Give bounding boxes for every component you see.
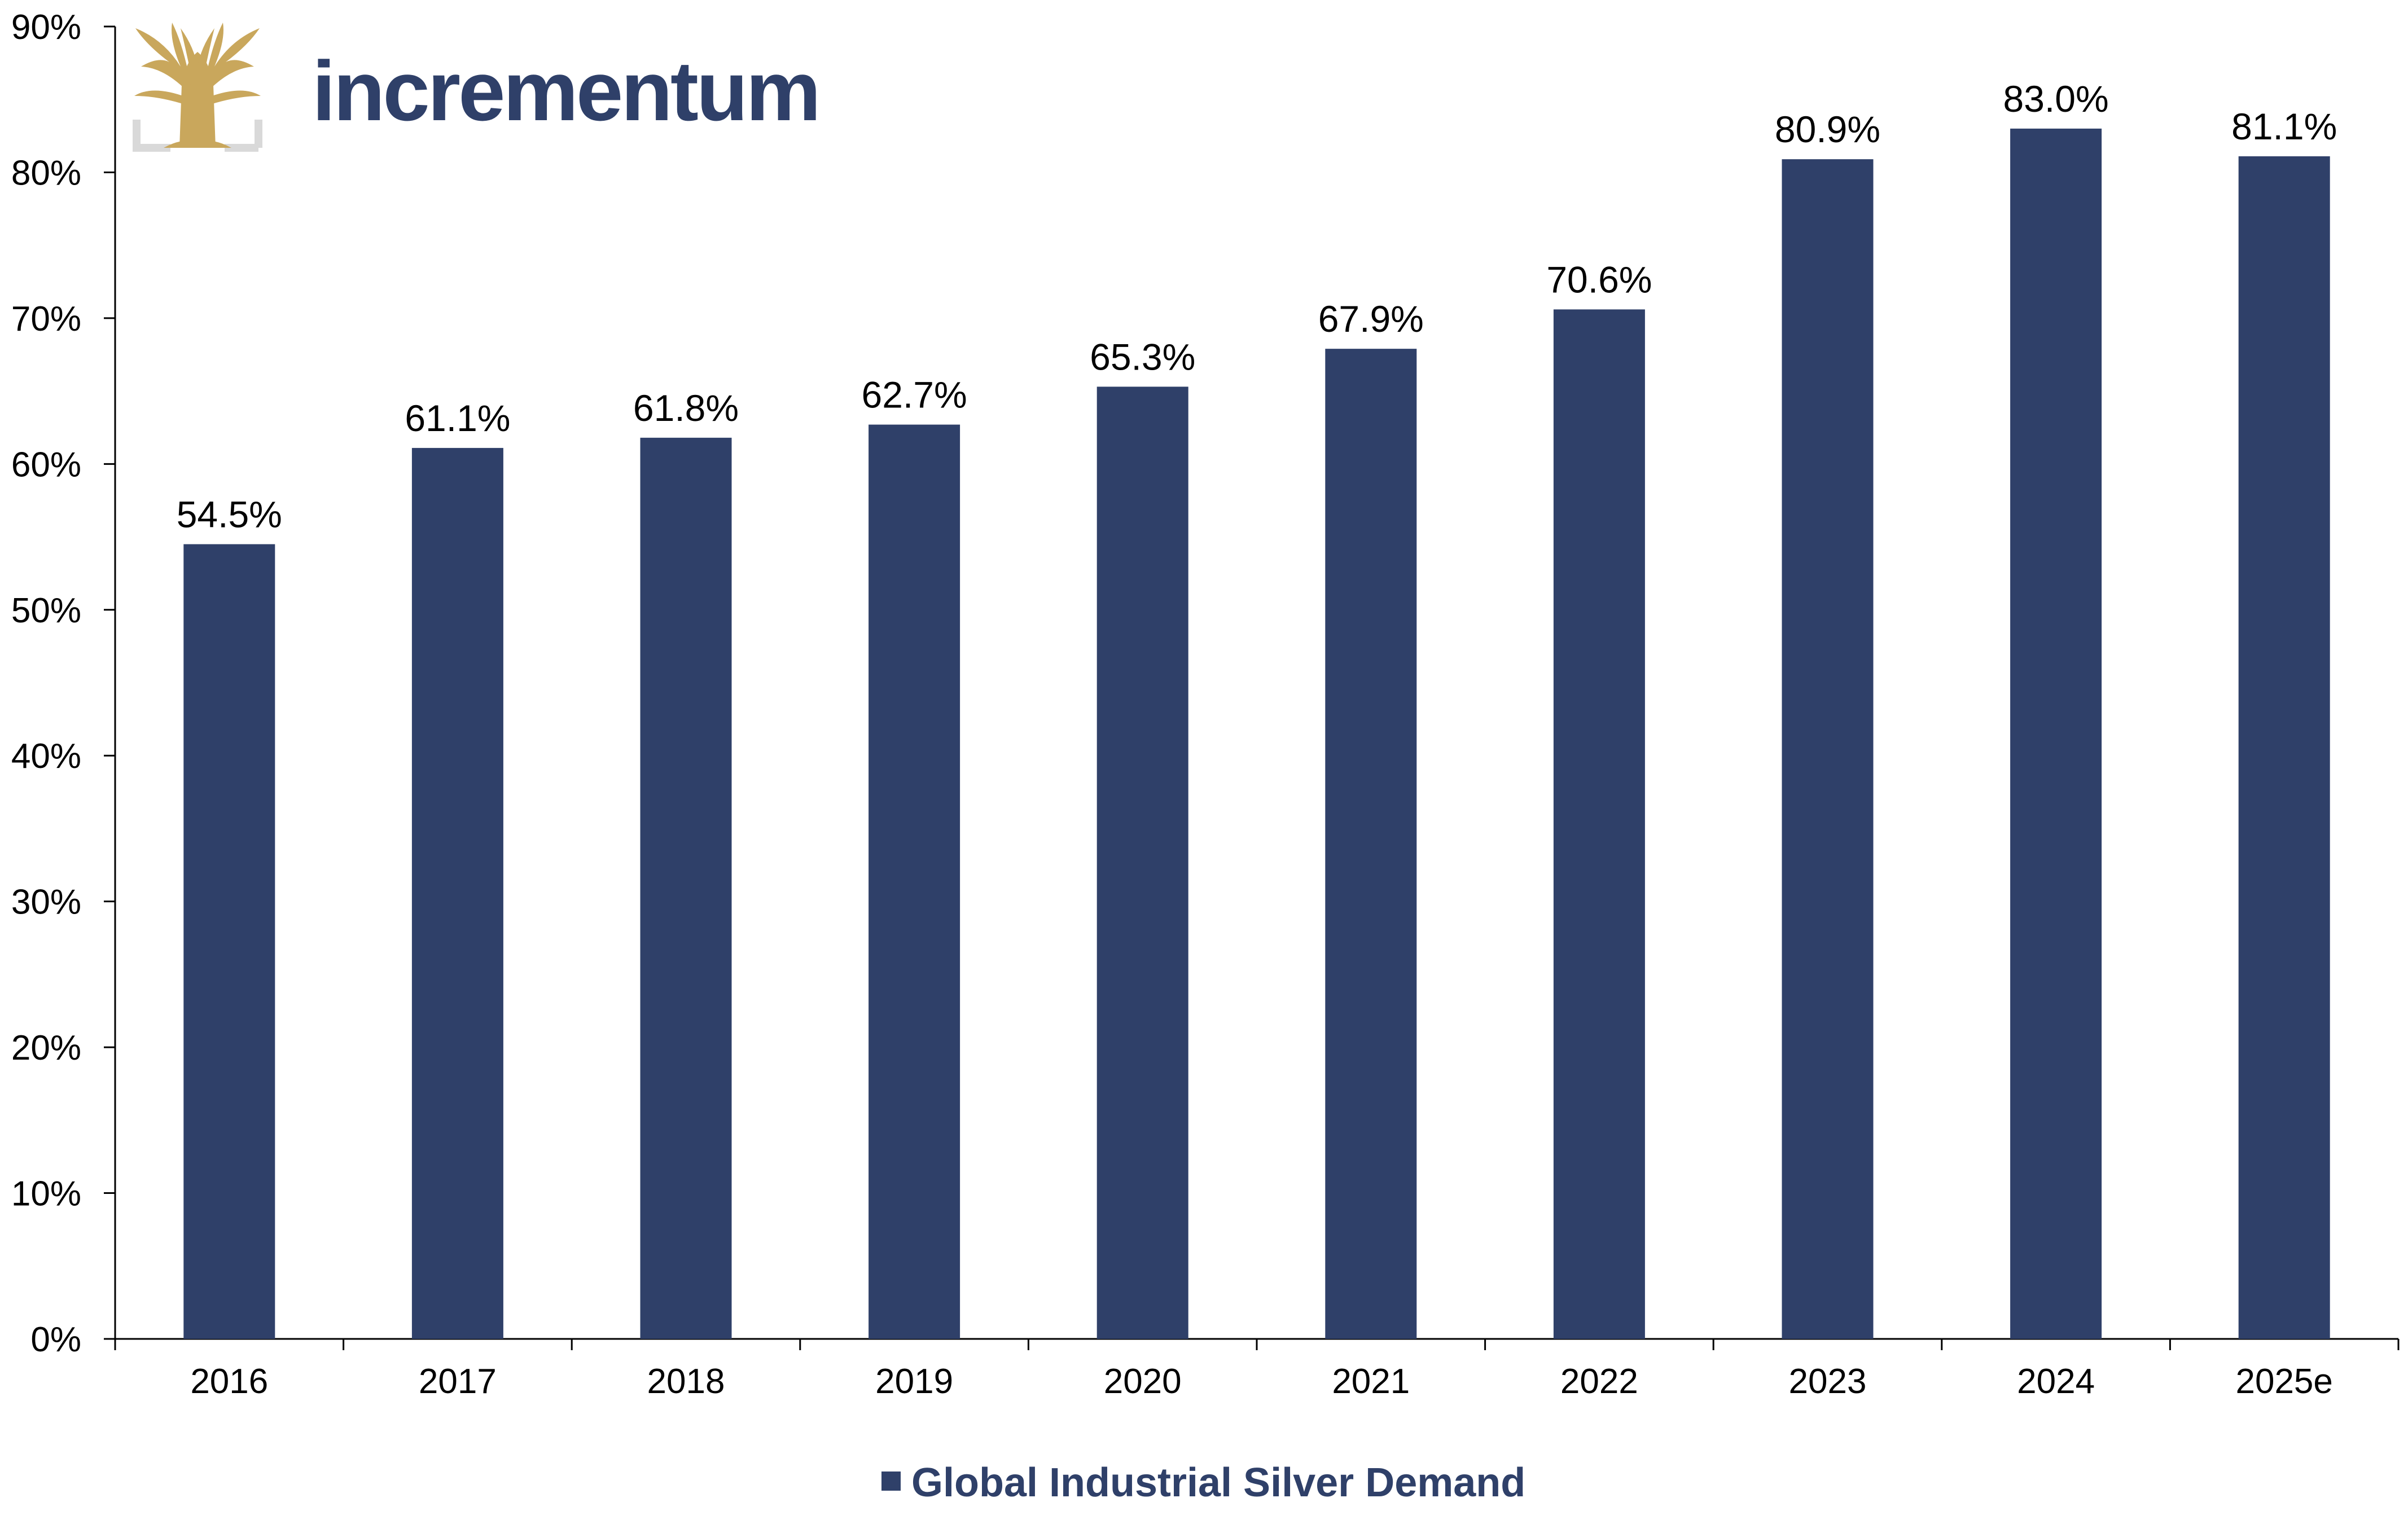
x-tick-label-2016: 2016 — [190, 1362, 268, 1401]
bar-series — [183, 128, 2330, 1339]
bar-2019 — [869, 424, 960, 1339]
legend-swatch — [881, 1471, 901, 1491]
data-label-2024: 83.0% — [2003, 78, 2109, 120]
bar-2024 — [2010, 128, 2102, 1339]
x-tick-labels: 2016 2017 2018 2019 2020 2021 2022 2023 2024 2025… — [190, 1362, 2333, 1401]
y-tick-label: 40% — [11, 737, 81, 776]
x-tick-label-2023: 2023 — [1789, 1362, 1867, 1401]
y-tick-label: 60% — [11, 445, 81, 484]
bar-2022 — [1553, 309, 1645, 1339]
x-tick-label-2024: 2024 — [2017, 1362, 2095, 1401]
bar-2021 — [1325, 349, 1417, 1339]
bar-2020 — [1096, 386, 1188, 1339]
y-tick-label: 20% — [11, 1029, 81, 1068]
logo-tree — [134, 23, 261, 148]
data-label-2018: 61.8% — [633, 387, 739, 429]
x-tick-label-2019: 2019 — [875, 1362, 953, 1401]
y-tick-label: 30% — [11, 883, 81, 922]
y-tick-label: 90% — [11, 8, 81, 47]
legend-label: Global Industrial Silver Demand — [911, 1460, 1525, 1505]
data-label-2021: 67.9% — [1318, 298, 1424, 340]
x-tick-label-2017: 2017 — [419, 1362, 497, 1401]
y-tick-label: 80% — [11, 153, 81, 192]
x-tick-label-2022: 2022 — [1560, 1362, 1638, 1401]
bar-2018 — [640, 437, 732, 1339]
y-axis-ticks — [104, 25, 115, 1340]
legend: Global Industrial Silver Demand — [881, 1460, 1525, 1505]
y-tick-label: 10% — [11, 1175, 81, 1214]
bar-2016 — [183, 544, 275, 1339]
data-label-2022: 70.6% — [1546, 258, 1652, 300]
x-tick-label-2020: 2020 — [1104, 1362, 1182, 1401]
data-label-2017: 61.1% — [405, 397, 510, 439]
data-label-2023: 80.9% — [1775, 108, 1880, 150]
x-tick-label-2018: 2018 — [647, 1362, 725, 1401]
data-label-2025e: 81.1% — [2231, 106, 2337, 147]
data-labels: 54.5% 61.1% 61.8% 62.7% 65.3% 67.9% 70.6% 80.9%… — [177, 78, 2337, 535]
tree-icon — [133, 23, 262, 152]
x-tick-label-2025e: 2025e — [2235, 1362, 2332, 1401]
data-label-2020: 65.3% — [1090, 336, 1195, 377]
bar-2025e — [2238, 156, 2330, 1339]
x-axis-ticks — [114, 1339, 2400, 1350]
bar-2023 — [1782, 159, 1874, 1339]
brand-name: incrementum — [312, 43, 819, 138]
data-label-2019: 62.7% — [862, 374, 967, 416]
x-tick-label-2021: 2021 — [1332, 1362, 1410, 1401]
y-tick-label: 70% — [11, 300, 81, 339]
incrementum-logo: incrementum — [133, 23, 821, 152]
y-tick-label: 50% — [11, 591, 81, 630]
bar-2017 — [411, 447, 503, 1339]
y-tick-label: 0% — [30, 1320, 81, 1359]
y-tick-labels: 0% 10% 20% 30% 40% 50% 60% 70% 80% 90% — [11, 8, 81, 1359]
data-label-2016: 54.5% — [177, 493, 282, 535]
